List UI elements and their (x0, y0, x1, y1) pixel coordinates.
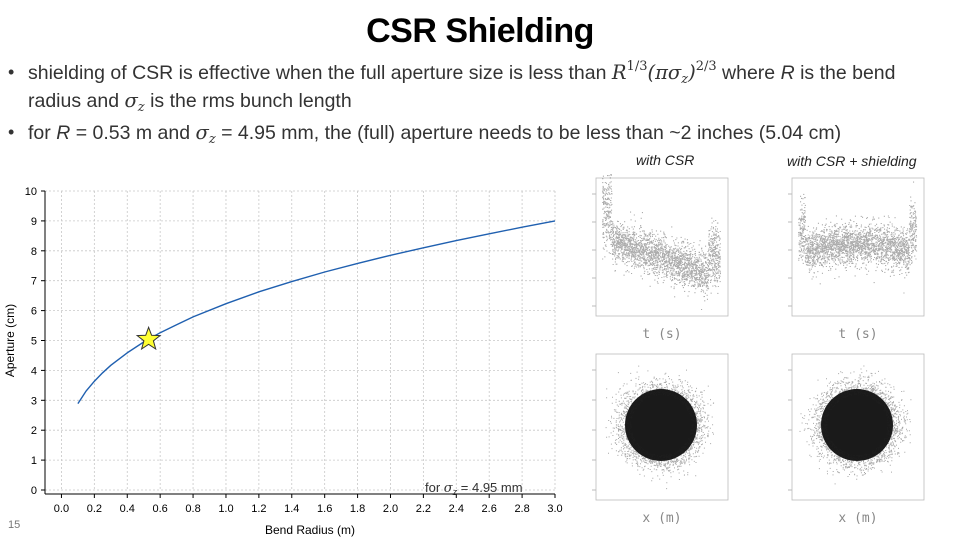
x-tick-label: 0.0 (54, 503, 69, 515)
particle-blob (799, 365, 912, 485)
sigma-annotation: for σz = 4.95 mm (425, 480, 523, 497)
x-tick-label: 2.0 (383, 503, 398, 515)
bullet-example-values: • for R = 0.53 m and σz = 4.95 mm, the (… (8, 121, 842, 147)
x-tick-label: 1.4 (284, 503, 299, 515)
particle-dots (798, 181, 918, 294)
particle-core (821, 389, 893, 461)
scatter-panel-shield-x: x (m) (762, 350, 934, 530)
x-tick-label: 0.8 (185, 503, 200, 515)
scatter-panel-shield-time: t (s) (762, 174, 934, 346)
x-tick-label: 1.8 (350, 503, 365, 515)
x-axis-label: Bend Radius (m) (265, 523, 355, 537)
x-tick-label: 1.6 (317, 503, 332, 515)
x-tick-label: 2.2 (416, 503, 431, 515)
scatter-panel-csr-time: t (s) (566, 174, 738, 346)
aperture-chart-svg: 0 1 2 3 4 5 6 7 8 9 10 0.0 0.2 0.4 0.6 0.8 1.0 1.2 1.4 1.6 1… (3, 186, 563, 537)
x-tick-label: 1.0 (218, 503, 233, 515)
x-tick-label: 2.4 (449, 503, 464, 515)
particle-band (602, 174, 721, 311)
bullet-dot: • (8, 62, 15, 82)
particle-band (798, 181, 918, 294)
aperture-chart: 0 1 2 3 4 5 6 7 8 9 10 0.0 0.2 0.4 0.6 0.8 1.0 1.2 1.4 1.6 1… (0, 178, 570, 545)
page-number: 15 (8, 519, 21, 531)
x-tick-label: 0.4 (120, 503, 135, 515)
y-tick-label: 10 (25, 186, 37, 198)
x-tick-label: 0.6 (153, 503, 168, 515)
panel-axis-label: x (m) (838, 511, 877, 526)
y-tick-label: 8 (31, 246, 37, 258)
y-tick-label: 6 (31, 306, 37, 318)
y-tick-label: 1 (31, 455, 37, 467)
bullet-shielding-condition: • shielding of CSR is effective when the… (8, 59, 896, 115)
particle-core (625, 389, 697, 461)
panel-axis-label: t (s) (642, 327, 681, 342)
x-tick-label: 2.8 (514, 503, 529, 515)
series-line-aperture (77, 220, 556, 404)
panel-frame (791, 177, 925, 317)
particle-blob (605, 365, 715, 490)
bullet-dot: • (8, 122, 15, 142)
label-with-csr: with CSR (636, 152, 695, 168)
y-tick-label: 4 (31, 365, 37, 377)
panel-frame (595, 177, 729, 317)
x-tick-label: 1.2 (251, 503, 266, 515)
particle-dots (602, 174, 721, 311)
y-tick-label: 5 (31, 336, 37, 348)
x-tick-label: 0.2 (87, 503, 102, 515)
panel-axis-label: t (s) (838, 327, 877, 342)
x-tick-label: 2.6 (482, 503, 497, 515)
particle-halo (799, 365, 912, 485)
particle-halo (605, 365, 715, 490)
shielding-formula: R1/3(πσz)2/3 (611, 59, 717, 87)
bullet-text: shielding of CSR is effective when the f… (28, 62, 612, 84)
y-axis-label: Aperture (cm) (3, 304, 17, 377)
label-with-csr-shielding: with CSR + shielding (787, 153, 917, 169)
slide-title: CSR Shielding (366, 12, 594, 50)
scatter-panel-csr-x: x (m) (566, 350, 738, 530)
y-tick-label: 2 (31, 425, 37, 437)
y-tick-label: 7 (31, 276, 37, 288)
x-tick-label: 3.0 (547, 503, 562, 515)
star-marker (135, 325, 162, 351)
panel-axis-label: x (m) (642, 511, 681, 526)
y-tick-label: 3 (31, 395, 37, 407)
y-tick-label: 9 (31, 216, 37, 228)
y-tick-label: 0 (31, 485, 37, 497)
